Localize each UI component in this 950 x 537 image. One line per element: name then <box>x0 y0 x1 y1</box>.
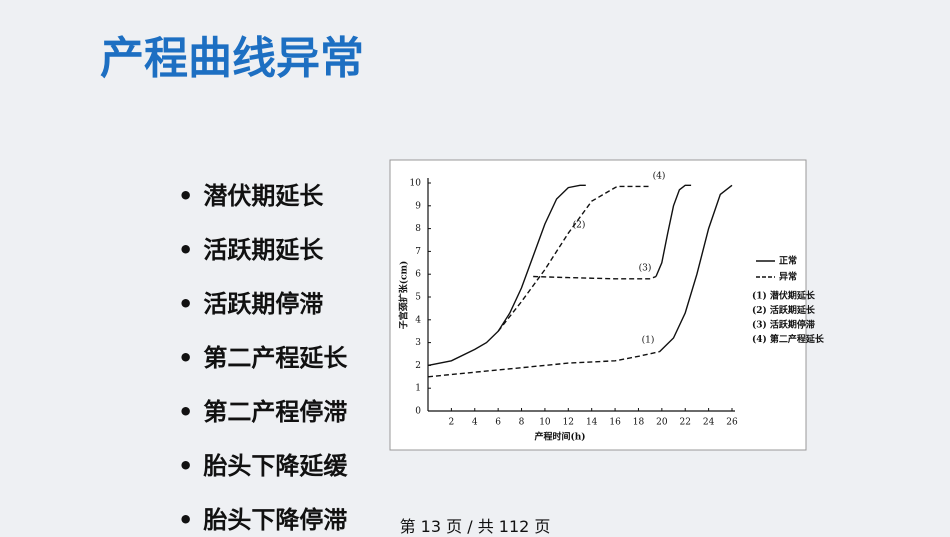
x-tick-label: 26 <box>726 418 738 428</box>
bullet: 胎头下降停滞 <box>178 500 347 535</box>
y-axis-label: 子宫颈扩张(cm) <box>398 261 410 330</box>
legend-note: (3) 活跃期停滞 <box>752 319 815 331</box>
y-tick-label: 8 <box>415 224 421 234</box>
x-tick-label: 18 <box>633 418 645 428</box>
y-tick-label: 10 <box>410 179 422 189</box>
x-tick-label: 10 <box>539 418 551 428</box>
annotation: (4) <box>653 171 666 182</box>
bullet: 活跃期延长 <box>178 230 323 265</box>
annotation: (1) <box>642 335 655 346</box>
x-tick-label: 2 <box>449 418 455 428</box>
series-line <box>427 185 660 378</box>
legend-note: (2) 活跃期延长 <box>752 304 816 316</box>
legend-label: 正常 <box>779 255 797 267</box>
chart-frame <box>389 159 807 451</box>
y-tick-label: 2 <box>415 361 421 371</box>
y-tick-label: 4 <box>415 315 421 325</box>
x-tick-label: 12 <box>563 418 574 428</box>
y-tick-label: 5 <box>415 293 421 303</box>
x-tick-label: 4 <box>472 418 478 428</box>
x-tick-label: 14 <box>586 418 598 428</box>
y-tick-label: 7 <box>415 247 421 257</box>
bullet: 活跃期停滞 <box>178 284 323 319</box>
y-tick-label: 6 <box>415 270 421 280</box>
legend-note: (1) 潜伏期延长 <box>752 290 816 302</box>
annotation: (3) <box>639 263 652 274</box>
y-tick-label: 3 <box>415 338 421 348</box>
annotation: (2) <box>573 220 586 231</box>
series-line <box>427 184 733 367</box>
bullet: 胎头下降延缓 <box>178 446 347 481</box>
legend-note: (4) 第二产程延长 <box>752 333 825 345</box>
slide-title: 产程曲线异常 <box>100 33 364 84</box>
x-tick-label: 20 <box>656 418 668 428</box>
bullet: 潜伏期延长 <box>178 176 323 211</box>
y-tick-label: 9 <box>415 201 421 211</box>
x-tick-label: 22 <box>680 418 691 428</box>
x-tick-label: 8 <box>519 418 525 428</box>
bullet: 第二产程延长 <box>178 338 347 373</box>
x-axis-label: 产程时间(h) <box>534 431 585 443</box>
legend-label: 异常 <box>779 271 797 283</box>
x-tick-label: 16 <box>609 418 621 428</box>
x-tick-label: 24 <box>703 418 715 428</box>
x-tick-label: 6 <box>495 418 501 428</box>
page-footer: 第 13 页 / 共 112 页 <box>399 517 551 536</box>
y-tick-label: 0 <box>415 407 421 417</box>
y-tick-label: 1 <box>415 384 421 394</box>
bullet: 第二产程停滞 <box>178 392 347 427</box>
